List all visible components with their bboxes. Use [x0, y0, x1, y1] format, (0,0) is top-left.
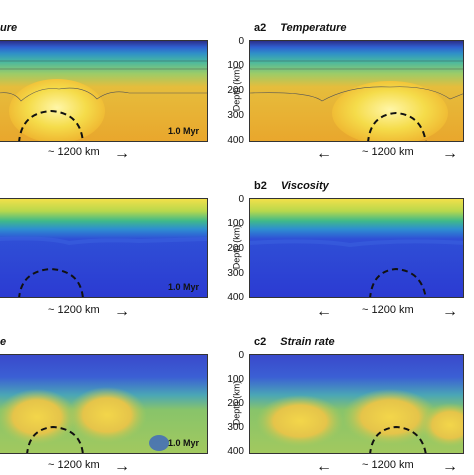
- strain-rate-plot-left: 1.0 Myr: [0, 354, 208, 454]
- ytick-b-0: 0: [238, 194, 244, 205]
- panel-a2-label: a2 Temperature: [254, 22, 347, 34]
- time-badge-a1: 1.0 Myr: [167, 126, 199, 136]
- ytick-b-200: 200: [227, 243, 244, 254]
- time-badge-b1: 1.0 Myr: [167, 282, 199, 292]
- left-arrow-icon: ←: [316, 145, 332, 162]
- scale-label-c1: ~ 1200 km: [48, 459, 100, 471]
- scale-label-b1: ~ 1200 km: [48, 304, 100, 316]
- panel-a1-label: ure: [0, 22, 18, 34]
- right-arrow-icon: →: [114, 303, 130, 320]
- scale-label-b2: ~ 1200 km: [362, 304, 414, 316]
- panel-b2-label: b2 Viscosity: [254, 180, 329, 192]
- ytick-a-300: 300: [227, 110, 244, 121]
- viscosity-plot-right: [249, 198, 464, 298]
- ytick-b-300: 300: [227, 268, 244, 279]
- panel-c2-label: c2 Strain rate: [254, 336, 335, 348]
- right-arrow-icon: →: [114, 145, 130, 162]
- ytick-c-300: 300: [227, 422, 244, 433]
- ytick-b-100: 100: [227, 218, 244, 229]
- strain-rate-plot-right: [249, 354, 464, 454]
- ytick-c-200: 200: [227, 398, 244, 409]
- left-arrow-icon: ←: [316, 303, 332, 320]
- temperature-plot-left: 1.0 Myr: [0, 40, 208, 142]
- ytick-c-400: 400: [227, 446, 244, 457]
- ytick-a-0: 0: [238, 36, 244, 47]
- ytick-c-0: 0: [238, 350, 244, 361]
- ytick-a-400: 400: [227, 135, 244, 146]
- scale-label-c2: ~ 1200 km: [362, 459, 414, 471]
- ytick-c-100: 100: [227, 374, 244, 385]
- right-arrow-icon: →: [114, 458, 130, 475]
- ytick-a-200: 200: [227, 85, 244, 96]
- scale-label-a1: ~ 1200 km: [48, 146, 100, 158]
- left-arrow-icon: ←: [316, 458, 332, 475]
- right-arrow-icon: →: [442, 145, 458, 162]
- scale-label-a2: ~ 1200 km: [362, 146, 414, 158]
- viscosity-plot-left: 1.0 Myr: [0, 198, 208, 298]
- time-badge-c1: 1.0 Myr: [167, 438, 199, 448]
- right-arrow-icon: →: [442, 303, 458, 320]
- panel-c1-label: e: [0, 336, 7, 348]
- ytick-a-100: 100: [227, 60, 244, 71]
- right-arrow-icon: →: [442, 458, 458, 475]
- temperature-plot-right: [249, 40, 464, 142]
- ytick-b-400: 400: [227, 292, 244, 303]
